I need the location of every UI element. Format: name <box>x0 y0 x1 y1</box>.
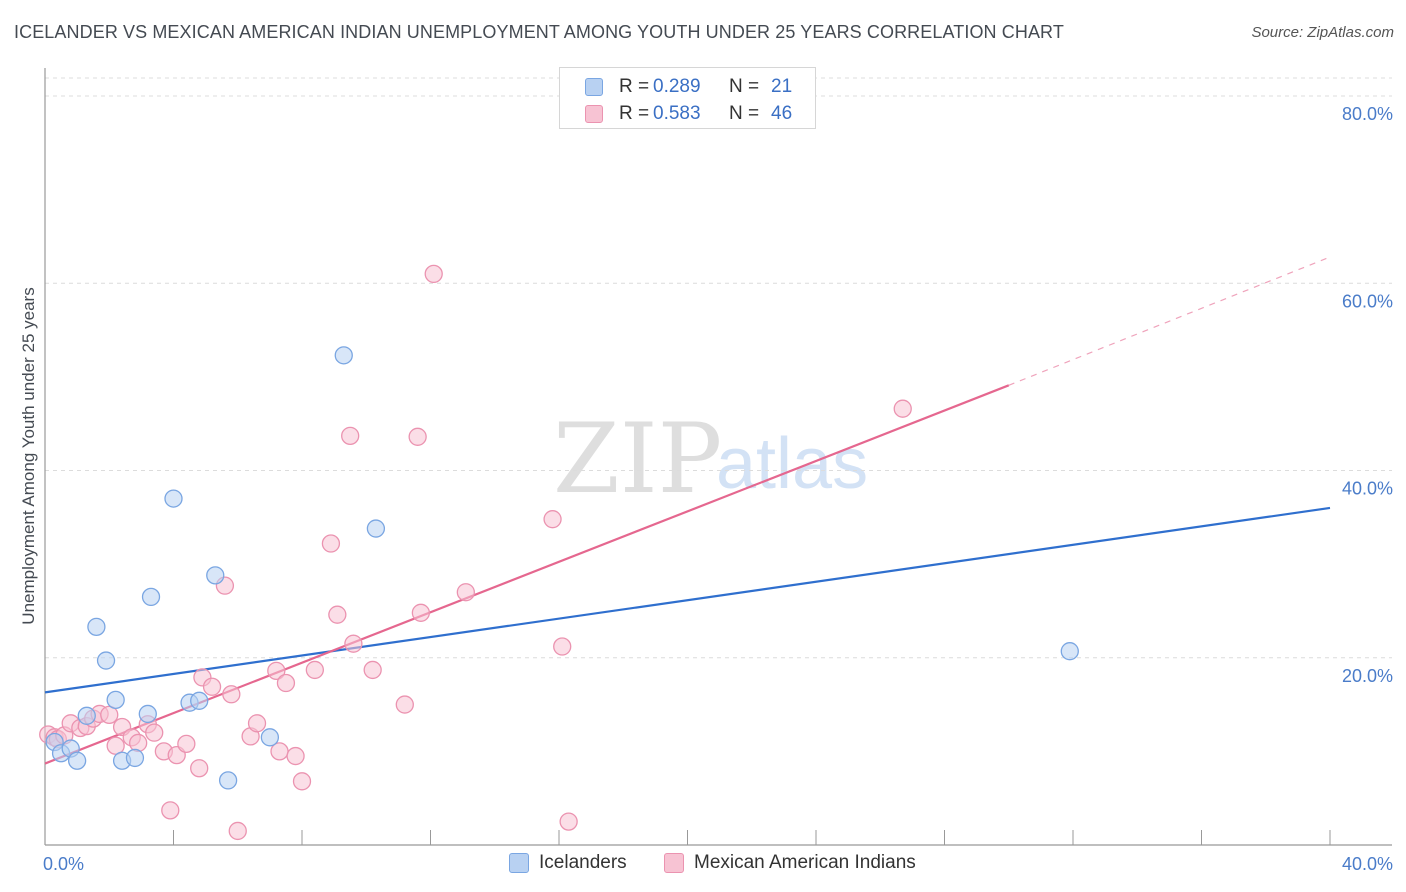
axes <box>44 68 1392 846</box>
point-mexican-american-indians <box>424 264 443 284</box>
point-mexican-american-indians <box>247 714 267 733</box>
point-icelanders <box>164 489 183 508</box>
legend-r-label: R = <box>619 76 650 97</box>
x-tick-label: 0.0% <box>43 854 84 874</box>
legend-n-value: 46 <box>771 103 793 124</box>
legend-r-label: R = <box>619 103 650 124</box>
trend-line-extension <box>1008 256 1331 386</box>
legend-r-value: 0.289 <box>653 76 701 97</box>
point-icelanders <box>138 704 157 724</box>
point-icelanders <box>1060 642 1079 661</box>
trend-lines <box>44 256 1331 765</box>
y-axis-label: Unemployment Among Youth under 25 years <box>19 287 38 624</box>
point-mexican-american-indians <box>222 685 241 704</box>
legend-swatch-blue <box>509 853 529 873</box>
point-mexican-american-indians <box>893 399 912 418</box>
point-mexican-american-indians <box>363 660 382 680</box>
point-mexican-american-indians <box>411 603 431 622</box>
source-label: Source: ZipAtlas.com <box>1251 24 1394 41</box>
point-mexican-american-indians <box>328 605 347 624</box>
point-mexican-american-indians <box>177 734 196 754</box>
y-tick-label: 80.0% <box>1342 104 1393 124</box>
point-icelanders <box>77 706 96 725</box>
data-points <box>39 264 1079 841</box>
correlation-legend: R = 0.289 N = 21 R = 0.583 N = 46 <box>559 67 816 129</box>
point-icelanders <box>366 519 386 538</box>
point-mexican-american-indians <box>395 695 414 714</box>
series-legend: Icelanders Mexican American Indians <box>0 852 1406 878</box>
point-icelanders <box>125 748 145 768</box>
y-tick-label: 40.0% <box>1342 479 1393 499</box>
point-icelanders <box>218 771 238 790</box>
y-tick-label: 20.0% <box>1342 666 1393 686</box>
point-mexican-american-indians <box>267 661 286 681</box>
tick-labels: 20.0% 40.0% 60.0% 80.0% 0.0% 40.0% <box>43 104 1393 874</box>
point-icelanders <box>141 587 161 607</box>
legend-label-icelanders: Icelanders <box>539 852 627 873</box>
point-mexican-american-indians <box>190 759 209 778</box>
point-icelanders <box>190 691 209 710</box>
trend-line-icelanders <box>44 506 1331 694</box>
legend-item-icelanders: Icelanders <box>509 852 627 874</box>
point-mexican-american-indians <box>202 677 222 696</box>
point-mexican-american-indians <box>553 637 572 656</box>
legend-swatch-pink <box>664 853 684 873</box>
x-tick-label: 40.0% <box>1342 854 1393 874</box>
point-mexican-american-indians <box>456 583 475 602</box>
point-icelanders <box>334 346 353 365</box>
point-icelanders <box>87 617 106 637</box>
legend-r-value: 0.583 <box>653 103 701 124</box>
point-mexican-american-indians <box>276 673 296 693</box>
chart-title: ICELANDER VS MEXICAN AMERICAN INDIAN UNE… <box>14 22 1064 42</box>
point-icelanders <box>206 566 225 585</box>
point-mexican-american-indians <box>321 534 341 553</box>
point-icelanders <box>96 651 116 670</box>
legend-swatch-blue <box>585 78 603 96</box>
legend-label-mexican-american-indians: Mexican American Indians <box>694 852 916 873</box>
point-mexican-american-indians <box>305 660 325 680</box>
point-mexican-american-indians <box>228 821 247 841</box>
legend-n-label: N = <box>729 103 760 124</box>
point-mexican-american-indians <box>129 733 148 753</box>
point-mexican-american-indians <box>408 427 427 446</box>
point-mexican-american-indians <box>145 723 164 742</box>
point-icelanders <box>106 690 125 710</box>
point-icelanders <box>260 728 280 747</box>
legend-n-label: N = <box>729 76 760 97</box>
point-mexican-american-indians <box>292 772 312 791</box>
y-tick-label: 60.0% <box>1342 291 1393 311</box>
point-mexican-american-indians <box>543 510 562 529</box>
legend-n-value: 21 <box>771 76 793 97</box>
legend-item-mexican-american-indians: Mexican American Indians <box>664 852 916 874</box>
point-mexican-american-indians <box>344 634 363 653</box>
point-icelanders <box>67 751 87 770</box>
legend-swatch-pink <box>585 105 603 123</box>
gridlines <box>45 77 1392 659</box>
point-mexican-american-indians <box>559 812 578 831</box>
watermark-zip: ZIP <box>553 403 722 515</box>
point-mexican-american-indians <box>161 801 180 820</box>
point-mexican-american-indians <box>341 426 360 446</box>
point-mexican-american-indians <box>286 746 305 766</box>
